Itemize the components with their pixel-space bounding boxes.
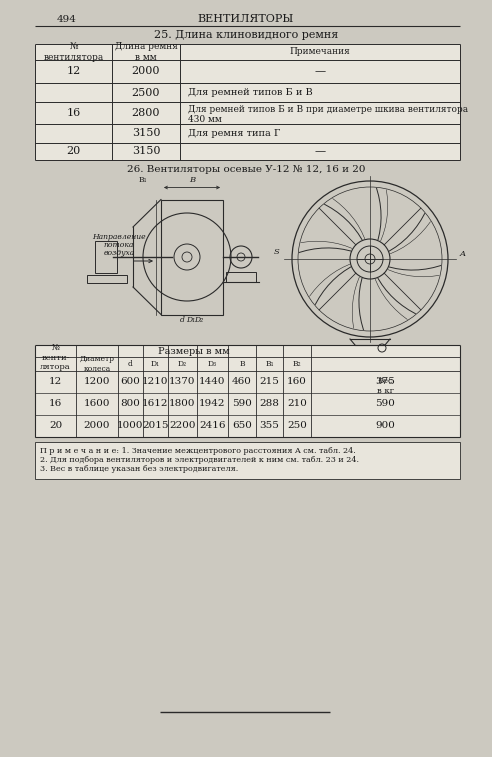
Text: Длина ремня
в мм: Длина ремня в мм (115, 42, 178, 62)
Text: Для ремней типов Б и В при диаметре шкива вентилятора: Для ремней типов Б и В при диаметре шкив… (188, 104, 468, 114)
Bar (95, 241, 117, 273)
Bar (35, 44, 460, 160)
Text: 1000: 1000 (117, 422, 144, 431)
Text: Диаметр
колеса: Диаметр колеса (80, 355, 115, 372)
Bar (35, 345, 460, 437)
Text: 2416: 2416 (199, 422, 226, 431)
Text: A: A (460, 250, 466, 258)
Text: 375: 375 (375, 378, 396, 387)
Text: 3150: 3150 (132, 129, 160, 139)
Text: 600: 600 (121, 378, 140, 387)
Bar (161, 200, 223, 314)
Text: 1440: 1440 (199, 378, 226, 387)
Text: 1210: 1210 (142, 378, 169, 387)
Text: Вес
в кг: Вес в кг (377, 378, 394, 394)
Bar (226, 272, 256, 282)
Text: 2. Для подбора вентиляторов и электродвигателей к ним см. табл. 23 и 24.: 2. Для подбора вентиляторов и электродви… (40, 456, 359, 464)
Text: d: d (180, 316, 184, 325)
Text: №
вентилятора: № вентилятора (43, 42, 104, 62)
Text: 16: 16 (49, 400, 62, 409)
Text: B₂: B₂ (293, 360, 301, 368)
Text: S: S (274, 248, 280, 256)
Text: 16: 16 (66, 108, 81, 118)
Text: 430 мм: 430 мм (188, 114, 222, 123)
Text: Размеры в мм: Размеры в мм (158, 347, 229, 356)
Text: 210: 210 (287, 400, 307, 409)
Text: Для ремня типа Г: Для ремня типа Г (188, 129, 280, 138)
Text: ВЕНТИЛЯТОРЫ: ВЕНТИЛЯТОРЫ (198, 14, 294, 24)
Text: B₁: B₁ (265, 360, 274, 368)
Text: П р и м е ч а н и е: 1. Значение межцентрового расстояния A см. табл. 24.: П р и м е ч а н и е: 1. Значение межцент… (40, 447, 356, 455)
Text: 2800: 2800 (132, 108, 160, 118)
Text: D₁: D₁ (186, 316, 195, 325)
Text: 288: 288 (260, 400, 279, 409)
Text: 25. Длина клиновидного ремня: 25. Длина клиновидного ремня (154, 30, 338, 40)
Text: D₁: D₁ (151, 360, 160, 368)
Text: воздуха: воздуха (103, 249, 135, 257)
Bar (87, 275, 127, 283)
Text: 460: 460 (232, 378, 252, 387)
Text: 2200: 2200 (169, 422, 196, 431)
Text: B₁: B₁ (139, 176, 147, 183)
Text: —: — (314, 147, 326, 157)
Text: №
венти-
лятора: № венти- лятора (40, 344, 71, 371)
Text: 1370: 1370 (169, 378, 196, 387)
Text: 494: 494 (57, 14, 77, 23)
Text: 215: 215 (260, 378, 279, 387)
Bar (35, 442, 460, 479)
Text: 2015: 2015 (142, 422, 169, 431)
Text: потока: потока (104, 241, 134, 249)
Text: D₂: D₂ (178, 360, 187, 368)
Text: Направление: Направление (92, 233, 146, 241)
Text: 12: 12 (49, 378, 62, 387)
Text: 355: 355 (260, 422, 279, 431)
Text: 900: 900 (375, 422, 396, 431)
Text: 2500: 2500 (132, 88, 160, 98)
Text: 20: 20 (49, 422, 62, 431)
Text: 250: 250 (287, 422, 307, 431)
Text: 3. Вес в таблице указан без электродвигателя.: 3. Вес в таблице указан без электродвига… (40, 465, 238, 473)
Text: 12: 12 (66, 67, 81, 76)
Text: 1800: 1800 (169, 400, 196, 409)
Text: 650: 650 (232, 422, 252, 431)
Text: d: d (128, 360, 133, 368)
Text: 590: 590 (232, 400, 252, 409)
Text: 2000: 2000 (84, 422, 110, 431)
Text: 3150: 3150 (132, 147, 160, 157)
Text: Для ремней типов Б и В: Для ремней типов Б и В (188, 88, 313, 97)
Text: 160: 160 (287, 378, 307, 387)
Text: 1942: 1942 (199, 400, 226, 409)
Text: 590: 590 (375, 400, 396, 409)
Text: 1612: 1612 (142, 400, 169, 409)
Text: B: B (239, 360, 245, 368)
Text: —: — (314, 67, 326, 76)
Text: 26. Вентиляторы осевые У-12 № 12, 16 и 20: 26. Вентиляторы осевые У-12 № 12, 16 и 2… (127, 164, 365, 173)
Text: 1600: 1600 (84, 400, 110, 409)
Text: 2000: 2000 (132, 67, 160, 76)
Text: 20: 20 (66, 147, 81, 157)
Text: B: B (189, 176, 195, 183)
Text: 1200: 1200 (84, 378, 110, 387)
Text: 800: 800 (121, 400, 140, 409)
Text: D₃: D₃ (208, 360, 217, 368)
Text: Примечания: Примечания (290, 48, 350, 57)
Text: D₂: D₂ (194, 316, 204, 325)
